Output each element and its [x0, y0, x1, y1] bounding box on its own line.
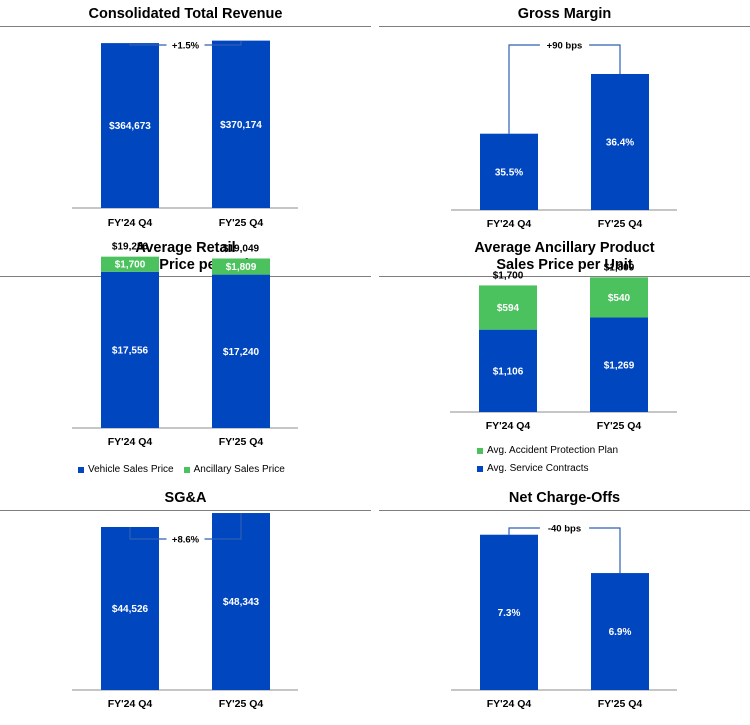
legend-swatch — [477, 447, 483, 454]
panel-retail-price: Average Retail Sales Price per Unit $17,… — [0, 238, 371, 483]
category-label: FY'24 Q4 — [108, 698, 153, 710]
panel-gross-margin: Gross Margin 35.5% FY'24 Q4 36.4% FY'25 Q4 +… — [379, 0, 750, 240]
data-label: $44,526 — [112, 604, 149, 615]
total-label: $19,049 — [223, 243, 260, 254]
legend-label: Avg. Accident Protection Plan — [487, 445, 619, 456]
change-label: -40 bps — [548, 524, 581, 535]
chart-revenue: $364,673 FY'24 Q4 $370,174 FY'25 Q4 +1.5% — [72, 40, 298, 229]
change-connector-left — [129, 43, 167, 46]
category-label: FY'24 Q4 — [108, 217, 153, 229]
chart-title: Consolidated Total Revenue — [88, 6, 283, 22]
title-rule — [379, 510, 750, 511]
change-connector-left — [508, 527, 540, 535]
total-label: $1,700 — [493, 270, 524, 281]
data-label: $370,174 — [220, 120, 262, 131]
title-rule — [0, 26, 371, 27]
bar — [212, 513, 270, 690]
data-label: $17,240 — [223, 347, 260, 358]
bar — [480, 534, 538, 690]
bar-segment — [590, 277, 648, 318]
bar-segment — [101, 256, 159, 272]
panel-ancillary-price: Average Ancillary Product Sales Price pe… — [379, 238, 750, 483]
panel-sga: SG&A $44,526 FY'24 Q4 $48,343 FY'25 Q4 +8.6% — [0, 485, 371, 725]
data-label: $1,809 — [226, 262, 257, 273]
chart-title: Gross Margin — [517, 6, 612, 22]
category-label: FY'25 Q4 — [219, 698, 264, 710]
change-label: +1.5% — [172, 41, 200, 52]
data-label: $1,700 — [115, 260, 146, 271]
legend-label: Vehicle Sales Price — [88, 464, 174, 475]
change-connector-right — [204, 40, 242, 46]
data-label: 6.9% — [609, 627, 632, 638]
title-rule — [0, 510, 371, 511]
legend-item: Avg. Service Contracts — [477, 463, 618, 474]
panel-net-chargeoffs: Net Charge-Offs 7.3% FY'24 Q4 6.9% FY'25 Q4… — [379, 485, 750, 725]
bar-segment — [212, 258, 270, 275]
legend-label: Avg. Service Contracts — [487, 463, 589, 474]
legend-swatch — [183, 466, 190, 473]
chart-sga: $44,526 FY'24 Q4 $48,343 FY'25 Q4 +8.6% — [72, 513, 298, 710]
chart-title-line-1: Average Retail — [135, 240, 236, 256]
chart-title-line-2: Sales Price per Unit — [496, 257, 633, 273]
category-label: FY'24 Q4 — [486, 420, 531, 432]
change-connector-left — [508, 44, 540, 134]
data-label: $594 — [497, 303, 520, 314]
title-rule — [379, 26, 750, 27]
legend-item: Ancillary Sales Price — [183, 464, 285, 475]
data-label: $17,556 — [112, 345, 149, 356]
legend-swatch — [78, 466, 84, 473]
chart-title: SG&A — [164, 490, 207, 506]
bar — [212, 40, 270, 208]
chart-retail-price: $17,556 $1,700 $19,256 FY'24 Q4 $17,240 $1,80… — [72, 242, 298, 448]
legend-label: Ancillary Sales Price — [193, 464, 285, 475]
category-label: FY'25 Q4 — [598, 698, 643, 710]
bar — [591, 573, 649, 690]
data-label: $1,269 — [604, 360, 635, 371]
total-label: $1,809 — [604, 262, 635, 273]
chart-title-line-1: Average Ancillary Product — [474, 240, 655, 256]
data-label: 36.4% — [606, 137, 634, 148]
legend-swatch — [477, 465, 483, 472]
data-label: $48,343 — [223, 597, 260, 608]
category-label: FY'25 Q4 — [219, 217, 264, 229]
data-label: $1,106 — [493, 366, 524, 377]
chart-title: Net Charge-Offs — [508, 490, 621, 506]
total-label: $19,256 — [112, 242, 149, 253]
title-rule — [379, 276, 750, 277]
change-connector-left — [129, 527, 167, 540]
category-label: FY'24 Q4 — [487, 218, 532, 230]
chart-legend: Avg. Accident Protection Plan Avg. Servi… — [477, 445, 618, 474]
bar — [480, 133, 538, 210]
bar-segment — [479, 285, 537, 330]
data-label: 7.3% — [498, 608, 521, 619]
chart-net-chargeoffs: 7.3% FY'24 Q4 6.9% FY'25 Q4 -40 bps — [451, 524, 677, 710]
chart-legend: Vehicle Sales Price Ancillary Sales Pric… — [78, 464, 285, 475]
bar — [101, 43, 159, 208]
category-label: FY'25 Q4 — [597, 420, 642, 432]
category-label: FY'25 Q4 — [219, 436, 264, 448]
bar-segment — [101, 271, 159, 428]
data-label: $540 — [608, 293, 631, 304]
change-label: +90 bps — [547, 41, 583, 52]
data-label: $364,673 — [109, 121, 151, 132]
bar-segment — [479, 329, 537, 412]
chart-gross-margin: 35.5% FY'24 Q4 36.4% FY'25 Q4 +90 bps — [451, 41, 677, 230]
bar — [591, 73, 649, 210]
change-connector-right — [589, 527, 621, 574]
change-connector-right — [589, 44, 621, 74]
legend-item: Vehicle Sales Price — [78, 464, 174, 475]
chart-ancillary-price: $1,106 $594 $1,700 FY'24 Q4 $1,269 $540 $1,809… — [450, 262, 677, 432]
category-label: FY'24 Q4 — [108, 436, 153, 448]
category-label: FY'24 Q4 — [487, 698, 532, 710]
bar-segment — [590, 317, 648, 412]
panel-revenue: Consolidated Total Revenue $364,673 FY'24… — [0, 0, 371, 240]
bar-segment — [212, 274, 270, 428]
change-connector-right — [204, 513, 242, 540]
bar — [101, 527, 159, 690]
category-label: FY'25 Q4 — [598, 218, 643, 230]
title-rule — [0, 276, 371, 277]
change-label: +8.6% — [172, 535, 200, 546]
data-label: 35.5% — [495, 167, 523, 178]
legend-item: Avg. Accident Protection Plan — [477, 445, 618, 456]
